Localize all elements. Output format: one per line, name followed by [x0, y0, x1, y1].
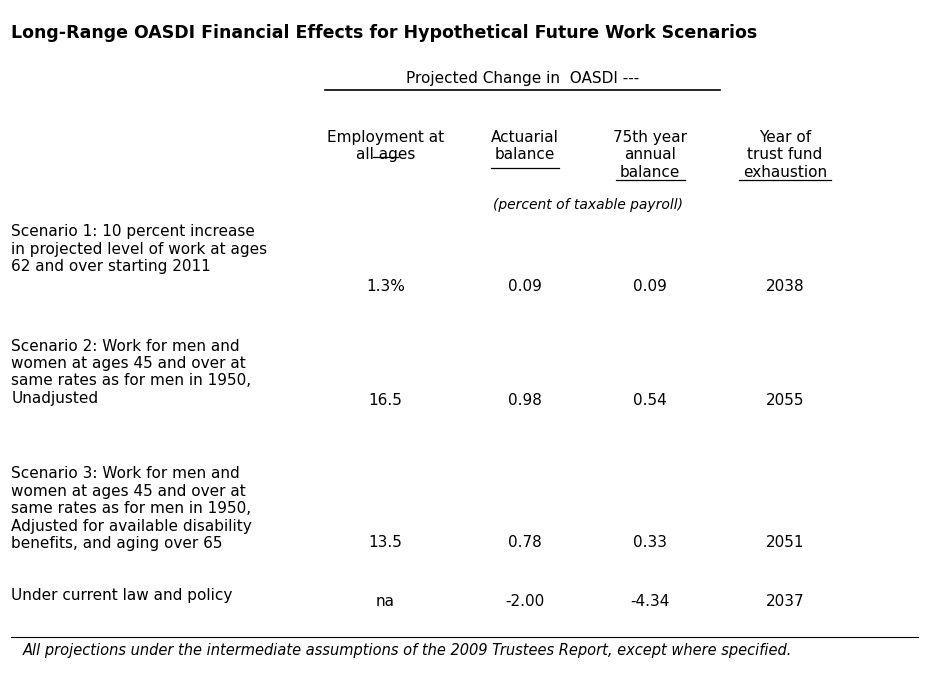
Text: (percent of taxable payroll): (percent of taxable payroll): [493, 198, 682, 212]
Text: na: na: [376, 594, 394, 609]
Text: Projected Change in  OASDI ---: Projected Change in OASDI ---: [406, 70, 638, 86]
Text: 16.5: 16.5: [368, 393, 402, 408]
Text: 0.09: 0.09: [633, 279, 666, 294]
Text: Scenario 3: Work for men and
women at ages 45 and over at
same rates as for men : Scenario 3: Work for men and women at ag…: [11, 466, 251, 551]
Text: Employment at
all ages: Employment at all ages: [327, 130, 444, 162]
Text: Year of
trust fund
exhaustion: Year of trust fund exhaustion: [742, 130, 826, 180]
Text: 2037: 2037: [765, 594, 804, 609]
Text: 0.33: 0.33: [633, 535, 666, 550]
Text: 0.78: 0.78: [508, 535, 541, 550]
Text: Actuarial
balance: Actuarial balance: [490, 130, 559, 162]
Text: 1.3%: 1.3%: [366, 279, 405, 294]
Text: 0.98: 0.98: [508, 393, 541, 408]
Text: Long-Range OASDI Financial Effects for Hypothetical Future Work Scenarios: Long-Range OASDI Financial Effects for H…: [11, 24, 756, 42]
Text: All projections under the intermediate assumptions of the 2009 Trustees Report, : All projections under the intermediate a…: [23, 643, 792, 658]
Text: 0.54: 0.54: [633, 393, 666, 408]
Text: 2051: 2051: [765, 535, 804, 550]
Text: -4.34: -4.34: [630, 594, 669, 609]
Text: -2.00: -2.00: [505, 594, 544, 609]
Text: Scenario 1: 10 percent increase
in projected level of work at ages
62 and over s: Scenario 1: 10 percent increase in proje…: [11, 224, 267, 274]
Text: 0.09: 0.09: [508, 279, 541, 294]
Text: 2038: 2038: [765, 279, 804, 294]
Text: 2055: 2055: [765, 393, 804, 408]
Text: Scenario 2: Work for men and
women at ages 45 and over at
same rates as for men : Scenario 2: Work for men and women at ag…: [11, 339, 251, 406]
Text: 75th year
annual
balance: 75th year annual balance: [612, 130, 687, 180]
Text: 13.5: 13.5: [368, 535, 402, 550]
Text: Under current law and policy: Under current law and policy: [11, 588, 232, 603]
